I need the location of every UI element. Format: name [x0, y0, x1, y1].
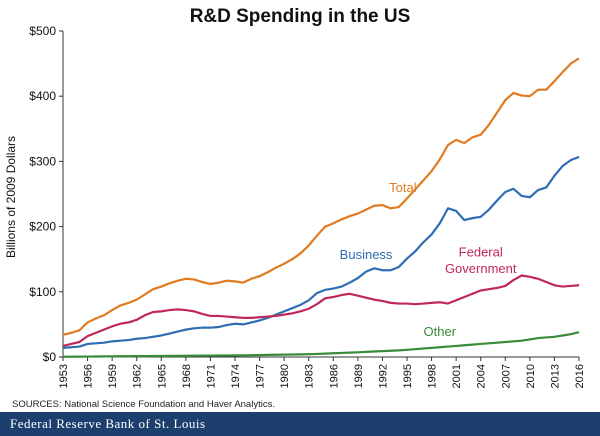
- series-label: Business: [340, 247, 393, 262]
- y-tick-label: $300: [29, 154, 56, 168]
- x-tick-label: 2016: [574, 364, 586, 388]
- axes: $0 $100 $200 $300 $400 $500 1953 1956 1959 1962 19…: [29, 24, 586, 388]
- series-line-federal-government: [62, 274, 580, 347]
- y-axis-label: Billions of 2009 Dollars: [4, 136, 18, 258]
- series-line-total: [62, 57, 580, 336]
- x-tick-label: 1986: [328, 364, 340, 388]
- x-tick-label: 1998: [427, 364, 439, 388]
- x-tick-label: 1971: [205, 364, 217, 388]
- x-tick-label: 1962: [132, 364, 144, 388]
- x-tick-label: 1968: [181, 364, 193, 388]
- chart-title: R&D Spending in the US: [189, 6, 411, 27]
- x-tick-label: 1974: [230, 364, 242, 388]
- y-tick-label: $500: [29, 24, 56, 38]
- x-tick-label: 1959: [107, 364, 119, 388]
- series-label: Total: [389, 180, 417, 195]
- y-tick-label: $0: [43, 350, 57, 364]
- series-label: Other: [424, 324, 457, 339]
- x-tick-label: 2007: [500, 364, 512, 388]
- footer-text: Federal Reserve Bank of St. Louis: [10, 416, 206, 431]
- series-line-business: [62, 155, 580, 349]
- x-tick-label: 2010: [525, 364, 537, 388]
- x-tick-label: 1989: [353, 364, 365, 388]
- footer-bar: Federal Reserve Bank of St. Louis: [0, 412, 600, 436]
- series-label: Federal: [459, 245, 503, 260]
- source-note: SOURCES: National Science Foundation and…: [12, 399, 275, 410]
- y-tick-label: $100: [29, 285, 56, 299]
- x-tick-label: 1956: [83, 364, 95, 388]
- x-tick-label: 1953: [58, 364, 70, 388]
- y-tick-label: $400: [29, 89, 56, 103]
- x-tick-label: 2004: [476, 364, 488, 388]
- series-label: Government: [445, 261, 517, 276]
- x-tick-label: 1992: [377, 364, 389, 388]
- x-tick-label: 1983: [304, 364, 316, 388]
- series-line-other: [62, 331, 580, 358]
- series-lines: [62, 57, 580, 358]
- x-tick-label: 2001: [451, 364, 463, 388]
- x-tick-label: 1980: [279, 364, 291, 388]
- x-tick-label: 1977: [255, 364, 267, 388]
- x-tick-label: 1965: [156, 364, 168, 388]
- y-tick-label: $200: [29, 220, 56, 234]
- x-tick-label: 1995: [402, 364, 414, 388]
- x-tick-label: 2013: [549, 364, 561, 388]
